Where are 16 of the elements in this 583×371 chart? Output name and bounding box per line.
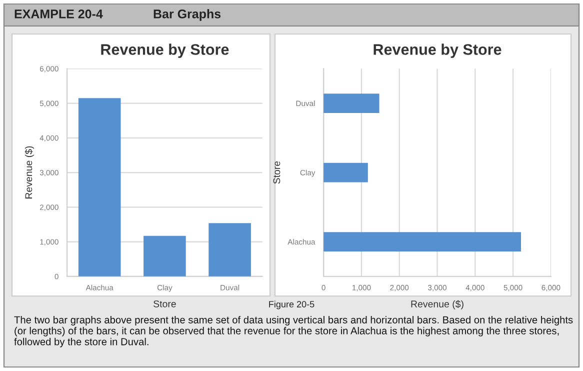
caption: Figure 20-5 (269, 300, 314, 310)
chart-title: Revenue by Store (374, 44, 502, 58)
text: The two bar graphs above present the same set of data using vertical bars and horizontal bars. Based on the relative heights (or lengths) of the bars, it can be observed that the revenue for the store in Alachua is the highest among the three stores, followed by the store in Duval. (14, 316, 573, 348)
bar (144, 236, 186, 276)
bar (324, 162, 368, 182)
bar (78, 98, 121, 276)
text: EXAMPLE 20-4 (14, 10, 103, 18)
y-axis-title: Store (273, 161, 280, 184)
bar (208, 223, 251, 276)
text: Bar Graphs (154, 9, 221, 21)
bar (324, 94, 380, 113)
x-axis-title: Store (154, 300, 176, 308)
y-axis-title: Revenue ($) (24, 146, 34, 198)
bar (324, 232, 521, 252)
chart-title: Revenue by Store (101, 44, 229, 58)
x-axis-title: Revenue ($) (411, 300, 464, 310)
